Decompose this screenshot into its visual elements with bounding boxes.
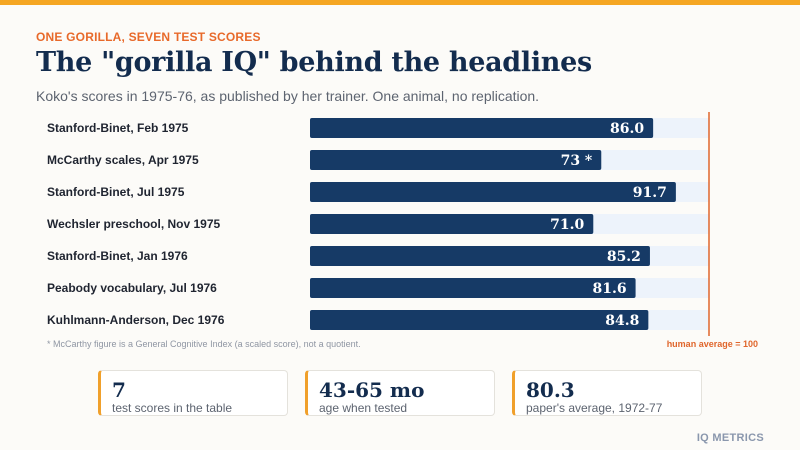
bar	[310, 246, 650, 266]
category-label: Wechsler preschool, Nov 1975	[47, 217, 221, 231]
category-label: Peabody vocabulary, Jul 1976	[47, 281, 217, 295]
bar-chart: Stanford-Binet, Feb 1975 86.0 McCarthy sca…	[47, 112, 710, 336]
bar	[310, 182, 676, 202]
chart-footnote: * McCarthy figure is a General Cognitive…	[47, 339, 361, 349]
bar-value-label: 73 *	[561, 153, 593, 169]
bar	[310, 214, 594, 234]
bar	[310, 310, 649, 330]
stat-value: 7	[112, 378, 126, 402]
stat-card-scores: 7 test scores in the table	[98, 370, 288, 416]
bar-value-label: 81.6	[592, 281, 626, 297]
bar-value-label: 91.7	[633, 185, 667, 201]
stat-card-average: 80.3 paper's average, 1972-77	[512, 370, 702, 416]
top-accent-bar	[0, 0, 800, 5]
stat-value: 43-65 mo	[319, 378, 425, 402]
bar-value-label: 71.0	[550, 217, 584, 233]
stat-label: paper's average, 1972-77	[526, 401, 663, 415]
bar-value-label: 85.2	[607, 249, 641, 265]
stat-value: 80.3	[526, 378, 575, 402]
stat-label: age when tested	[319, 401, 408, 415]
bar-value-label: 84.8	[605, 313, 639, 329]
category-label: Stanford-Binet, Jan 1976	[47, 249, 188, 263]
page-title: The "gorilla IQ" behind the headlines	[36, 47, 592, 78]
bar	[310, 118, 654, 138]
reference-line-label: human average = 100	[666, 339, 758, 349]
category-label: Stanford-Binet, Jul 1975	[47, 185, 185, 199]
page-subtitle: Koko's scores in 1975-76, as published b…	[36, 88, 540, 104]
category-label: Kuhlmann-Anderson, Dec 1976	[47, 313, 225, 327]
eyebrow-label: ONE GORILLA, SEVEN TEST SCORES	[36, 30, 261, 44]
brand-logo-text: IQ METRICS	[696, 432, 764, 444]
category-label: Stanford-Binet, Feb 1975	[47, 121, 189, 135]
bar-value-label: 86.0	[610, 121, 644, 137]
bar	[310, 150, 602, 170]
bar	[310, 278, 636, 298]
stat-card-age: 43-65 mo age when tested	[305, 370, 495, 416]
stat-label: test scores in the table	[112, 401, 233, 415]
category-label: McCarthy scales, Apr 1975	[47, 153, 199, 167]
